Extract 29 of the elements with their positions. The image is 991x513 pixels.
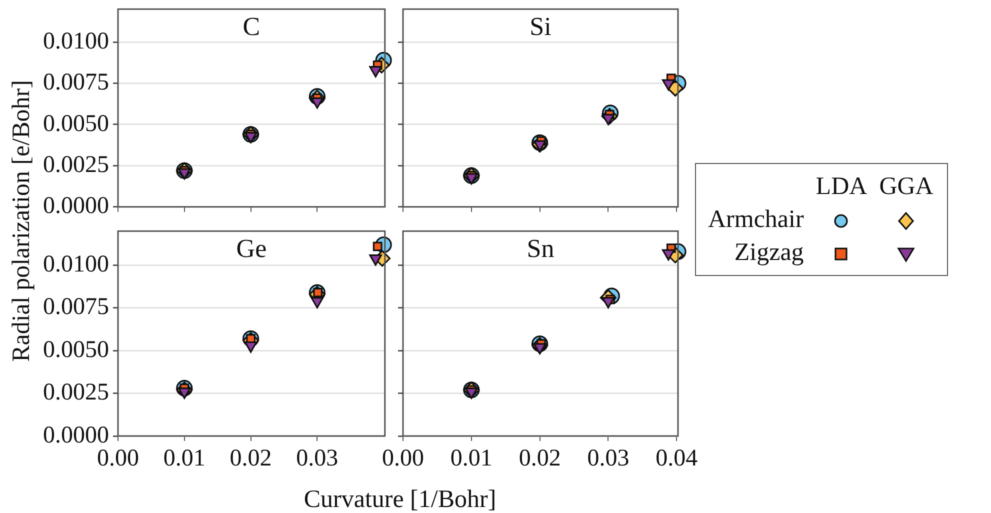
y-tick-label: 0.0100 [43,252,109,278]
x-tick-label: 0.03 [587,446,630,472]
x-tick-label: 0.04 [656,446,698,472]
text: Armchair [707,205,805,235]
y-axis-title: Radial polarization [e/Bohr] [8,80,36,362]
y-tick-label: 0.0075 [43,70,109,96]
chart-title: Ge [236,234,267,263]
y-tick-label: 0.0025 [43,152,109,178]
x-tick-label: 0.03 [296,446,338,472]
x-tick-label: 0.02 [230,446,272,472]
y-tick-label: 0.0075 [43,294,109,320]
y-tick-label: 0.0050 [43,336,109,363]
chart-title: Sn [526,234,554,263]
y-tick-label: 0.0000 [43,422,109,448]
y-tick-label: 0.0050 [43,110,109,137]
chart-title: Si [530,12,552,41]
x-tick-label: 0.00 [382,446,424,472]
x-tick-label: 0.01 [450,446,492,472]
text: Zigzag [733,238,805,268]
x-tick-label: 0.00 [97,446,139,472]
text: LDA [814,172,868,202]
chart-title: C [242,12,260,41]
x-tick-label: 0.01 [163,446,206,472]
y-tick-label: 0.0025 [43,380,109,406]
y-tick-label: 0.0000 [43,193,109,220]
x-tick-label: 0.02 [518,446,561,472]
x-axis-title: Curvature [1/Bohr] [304,486,496,513]
text: GGA [878,172,934,202]
y-tick-label: 0.0100 [43,28,109,54]
